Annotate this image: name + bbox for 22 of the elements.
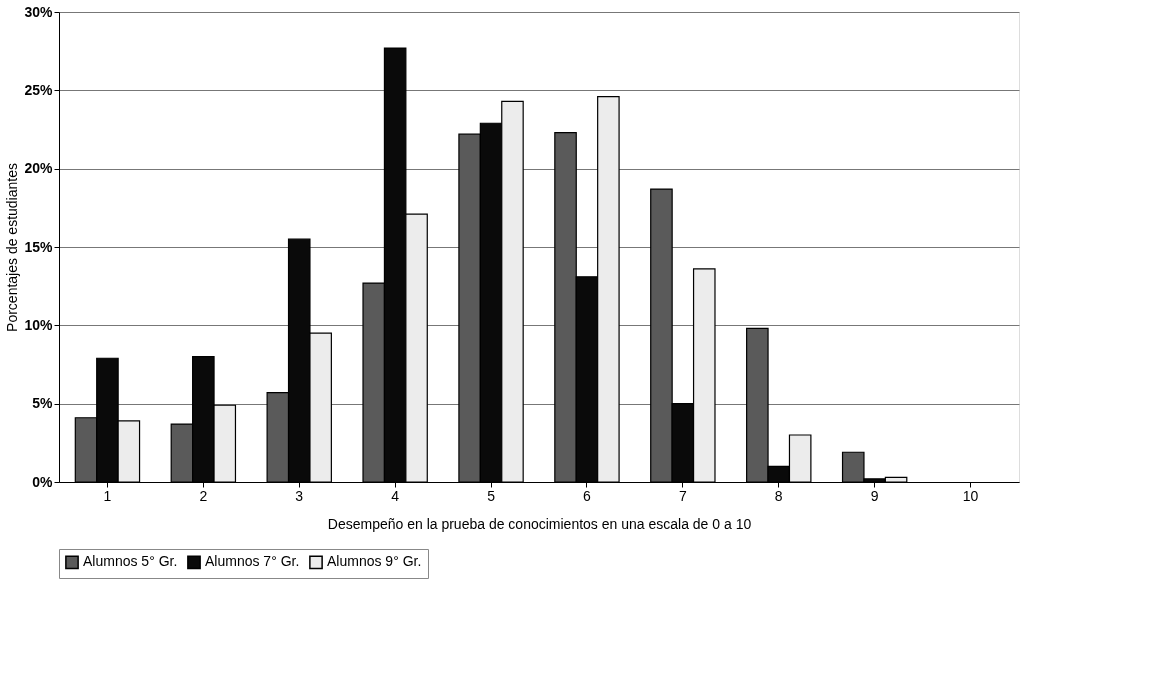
x-tick-label: 10 [962,487,979,504]
y-tick-label: 15% [24,238,54,255]
x-tick-label: 6 [583,487,592,504]
y-tick-label: 20% [24,160,54,177]
x-axis-title: Desempeño en la prueba de conocimientos en una escala de 0 a 10 [327,515,752,532]
y-tick-label: 0% [32,473,54,490]
x-tick-label: 4 [391,487,400,504]
legend-label: Alumnos 9° Gr. [327,553,422,570]
x-tick-label: 1 [103,487,112,504]
x-tick-label: 9 [870,487,879,504]
x-tick-label: 3 [295,487,304,504]
legend-label: Alumnos 5° Gr. [83,553,178,570]
y-tick-label: 10% [24,316,54,333]
x-tick-label: 5 [487,487,496,504]
y-tick-label: 25% [24,81,54,98]
legend-label: Alumnos 7° Gr. [205,553,300,570]
x-tick-label: 7 [678,487,687,504]
x-tick-label: 8 [774,487,783,504]
y-tick-label: 30% [24,3,54,20]
x-tick-label: 2 [199,487,208,504]
y-tick-label: 5% [32,395,54,412]
y-axis-title: Porcentajes de estudiantes [4,163,21,332]
